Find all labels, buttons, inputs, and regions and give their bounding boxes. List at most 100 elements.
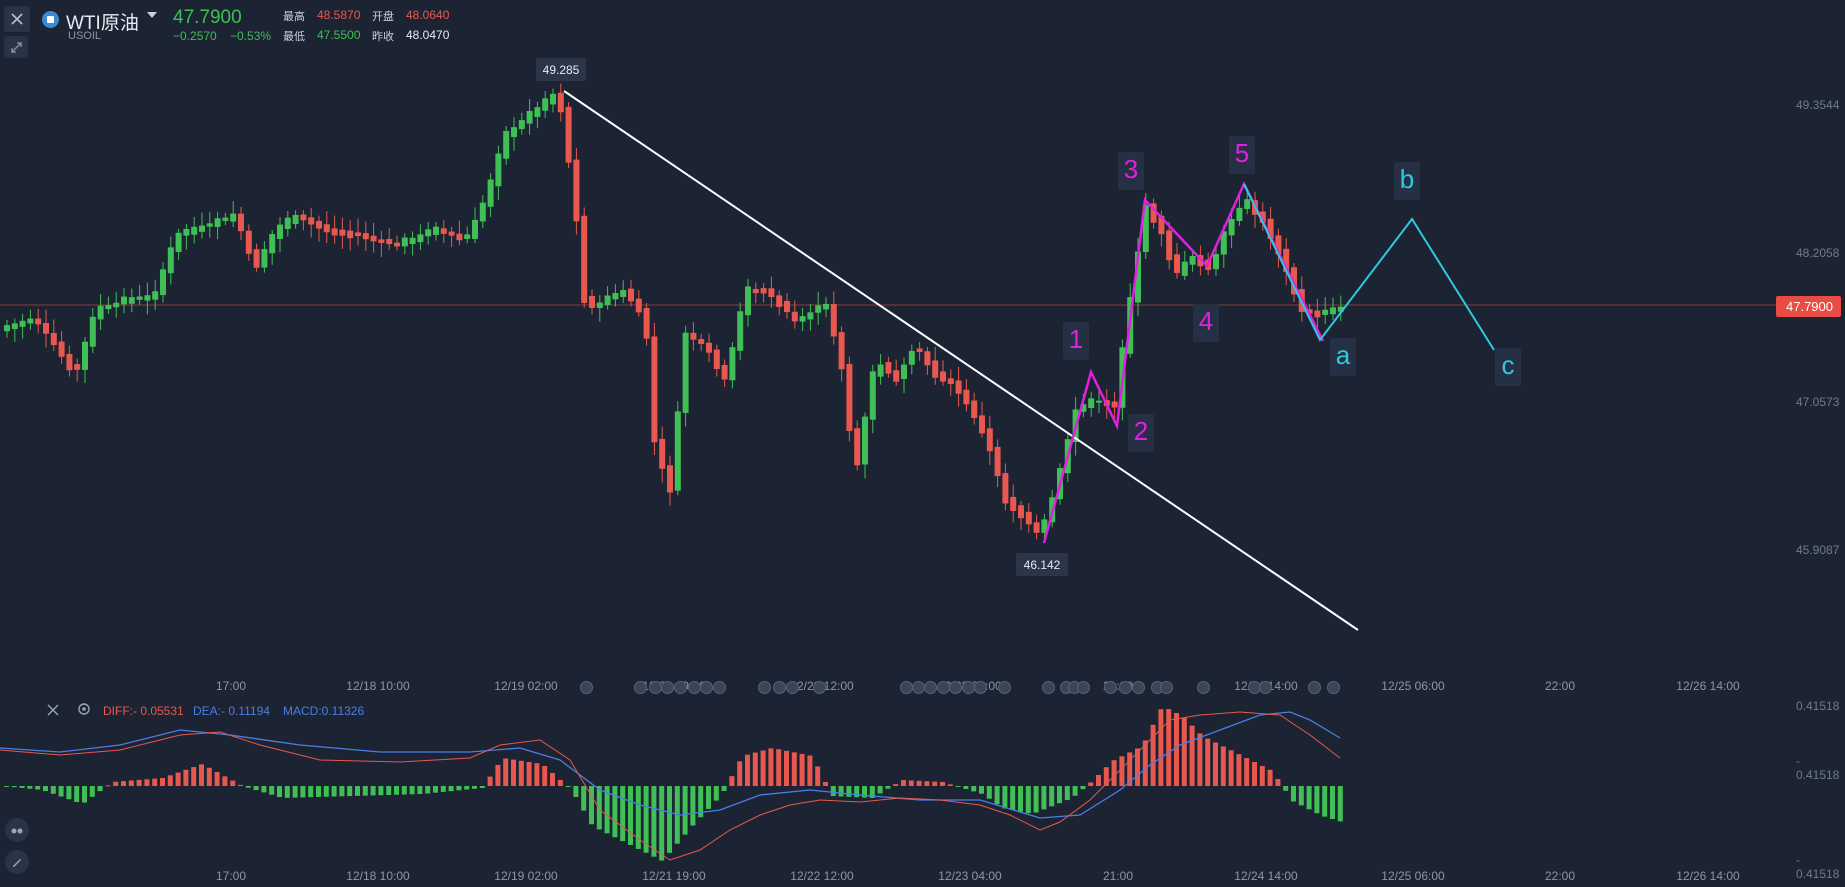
macd-histogram-bar — [612, 786, 618, 838]
event-marker[interactable] — [758, 681, 771, 694]
macd-close-button[interactable] — [47, 703, 59, 721]
event-marker[interactable] — [674, 681, 687, 694]
candle-body — [66, 353, 73, 371]
macd-histogram-bar — [1010, 786, 1016, 811]
event-marker[interactable] — [1327, 681, 1340, 694]
macd-histogram-bar — [1267, 769, 1273, 786]
macd-histogram-bar — [511, 759, 516, 786]
candle-body — [191, 226, 198, 235]
candle-body — [612, 293, 619, 300]
close-chart-button[interactable] — [4, 6, 30, 32]
macd-histogram-bar — [1337, 786, 1343, 822]
candle-body — [1174, 254, 1180, 273]
macd-histogram-bar — [253, 786, 259, 791]
candle-body — [214, 218, 221, 227]
price-change-pct: −0.53% — [230, 29, 272, 43]
event-marker[interactable] — [713, 681, 726, 694]
macd-chart[interactable] — [0, 690, 1790, 865]
event-marker[interactable] — [924, 681, 937, 694]
candle-body — [838, 332, 845, 370]
candle-body — [409, 237, 416, 245]
event-marker[interactable] — [998, 681, 1011, 694]
event-marker[interactable] — [661, 681, 674, 694]
candle-body — [1150, 203, 1157, 223]
correction-label-c: c — [1495, 348, 1521, 386]
macd-histogram-bar — [50, 786, 56, 794]
candle-body — [1033, 522, 1040, 533]
candle-body — [378, 239, 385, 244]
event-marker[interactable] — [949, 681, 962, 694]
event-marker[interactable] — [974, 681, 987, 694]
event-marker[interactable] — [813, 681, 826, 694]
macd-histogram-bar — [58, 786, 64, 797]
dea-line — [0, 711, 1341, 819]
macd-histogram-bar — [877, 786, 883, 794]
event-marker[interactable] — [1132, 681, 1145, 694]
dropdown-icon[interactable] — [147, 12, 157, 18]
time-axis-label: 12/19 02:00 — [494, 679, 558, 693]
candle-body — [1018, 505, 1024, 519]
macd-histogram-bar — [370, 786, 376, 796]
macd-histogram-bar — [979, 786, 984, 794]
macd-histogram-bar — [448, 786, 454, 792]
macd-settings-button[interactable] — [77, 702, 91, 721]
candle-body — [472, 219, 478, 239]
eye-toggle-button[interactable] — [5, 818, 29, 842]
expand-button[interactable] — [4, 36, 28, 58]
candle-body — [1283, 248, 1290, 272]
candle-body — [1166, 230, 1173, 261]
macd-histogram-bar — [183, 769, 189, 786]
event-marker[interactable] — [1077, 681, 1090, 694]
candle-body — [19, 320, 26, 327]
candle-body — [830, 304, 837, 337]
event-marker[interactable] — [1259, 681, 1272, 694]
macd-histogram-bar — [838, 786, 844, 797]
current-price-tag: 47.7900 — [1776, 296, 1841, 317]
macd-histogram-bar — [1283, 786, 1289, 791]
event-marker[interactable] — [1197, 681, 1210, 694]
draw-tool-button[interactable] — [5, 850, 29, 874]
event-marker[interactable] — [773, 681, 786, 694]
event-marker[interactable] — [1042, 681, 1055, 694]
candle-body — [784, 300, 790, 313]
event-marker[interactable] — [580, 681, 593, 694]
event-marker[interactable] — [700, 681, 713, 694]
macd-histogram-bar — [245, 786, 251, 788]
event-marker[interactable] — [1308, 681, 1321, 694]
event-marker[interactable] — [634, 681, 647, 694]
macd-histogram-bar — [503, 758, 509, 786]
price-axis-label: 49.3544 — [1796, 98, 1840, 112]
candle-body — [862, 416, 868, 465]
candle-body — [425, 229, 432, 237]
macd-histogram-bar — [713, 786, 719, 801]
time-axis-label: 12/18 10:00 — [346, 869, 410, 883]
candle-body — [1337, 306, 1344, 312]
symbol-logo-icon — [42, 11, 59, 28]
macd-histogram-bar — [1181, 717, 1187, 786]
event-marker[interactable] — [1104, 681, 1117, 694]
candle-body — [745, 286, 751, 316]
last-price: 47.7900 — [173, 7, 242, 28]
candle-body — [284, 217, 291, 229]
macd-histogram-bar — [1322, 786, 1328, 817]
candle-body — [448, 231, 455, 236]
event-marker[interactable] — [1160, 681, 1173, 694]
candle-body — [823, 303, 829, 310]
candle-body — [620, 290, 627, 297]
candle-body — [1213, 254, 1219, 270]
event-marker[interactable] — [786, 681, 799, 694]
macd-histogram-bar — [292, 786, 298, 798]
candlestick-chart[interactable]: 49.285 46.142 1 2 3 4 5 a b c — [0, 0, 1845, 700]
candle-body — [43, 323, 49, 334]
macd-histogram-bar — [581, 786, 587, 811]
diff-line — [0, 711, 1341, 861]
macd-histogram-bar — [464, 786, 470, 790]
candle-body — [963, 389, 970, 405]
candle-body — [222, 217, 229, 222]
event-marker[interactable] — [1119, 681, 1132, 694]
price-axis-label: 48.2058 — [1796, 246, 1840, 260]
settings-icon — [78, 703, 90, 715]
candle-body — [167, 247, 174, 274]
candle-body — [1088, 398, 1095, 409]
macd-histogram-bar — [1174, 713, 1179, 786]
